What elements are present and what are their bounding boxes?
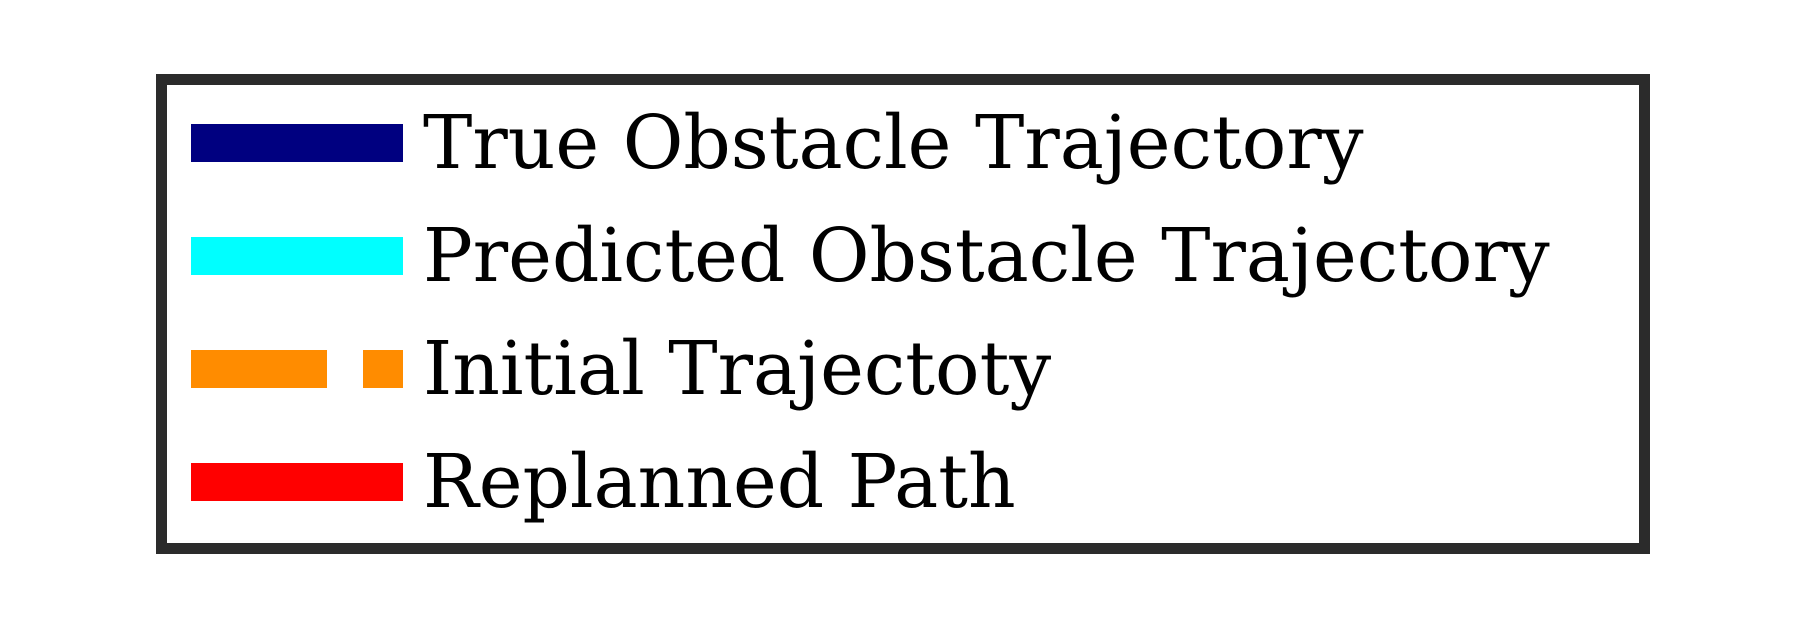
legend-swatch-segment <box>191 124 403 162</box>
legend-swatch <box>191 124 403 162</box>
legend-label: Replanned Path <box>423 439 1016 525</box>
legend-entry-initial-trajectoty: Initial Trajectoty <box>191 329 1051 409</box>
legend-swatch <box>191 463 403 501</box>
legend-swatch-segment <box>191 350 327 388</box>
legend-label: Predicted Obstacle Trajectory <box>423 213 1550 299</box>
legend-entry-replanned-path: Replanned Path <box>191 442 1016 522</box>
legend-swatch-segment <box>363 350 403 388</box>
legend-entry-true-obstacle-trajectory: True Obstacle Trajectory <box>191 103 1364 183</box>
legend-swatch-segment <box>191 463 403 501</box>
legend-label: True Obstacle Trajectory <box>423 100 1364 186</box>
legend-label: Initial Trajectoty <box>423 326 1052 412</box>
legend-entry-predicted-obstacle-trajectory: Predicted Obstacle Trajectory <box>191 216 1550 296</box>
legend-swatch <box>191 350 403 388</box>
legend-swatch-segment <box>191 237 403 275</box>
legend-box: True Obstacle Trajectory Predicted Obsta… <box>156 74 1650 554</box>
legend-swatch <box>191 237 403 275</box>
